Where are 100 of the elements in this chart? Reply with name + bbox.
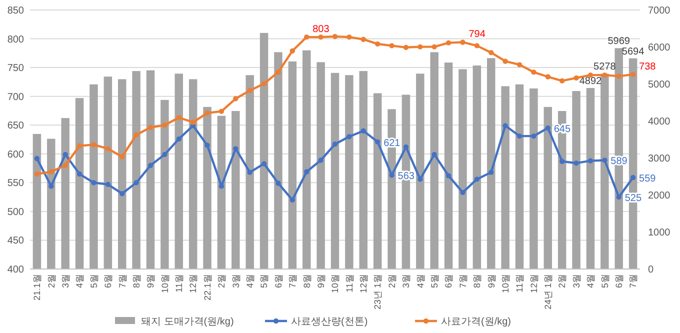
x-tick-label: 3월: [401, 274, 412, 288]
x-tick-label: 6월: [444, 274, 454, 288]
x-tick-label: 2월: [216, 274, 227, 288]
point: [531, 133, 536, 139]
x-tick-label: 8월: [131, 274, 142, 288]
bar: [232, 111, 240, 269]
point: [276, 180, 281, 186]
bar: [572, 91, 580, 269]
bar: [246, 75, 254, 269]
point: [432, 152, 437, 158]
x-tick-label: 12월: [358, 274, 369, 294]
point: [545, 74, 550, 80]
point: [76, 143, 82, 148]
point: [403, 44, 409, 50]
point: [190, 120, 196, 125]
point: [574, 75, 579, 81]
x-tick-label: 2월: [46, 274, 56, 288]
point: [290, 197, 296, 203]
x-tick-label: 12월: [188, 274, 198, 294]
point: [176, 136, 182, 142]
bar: [444, 62, 453, 269]
data-label: 794: [468, 29, 486, 40]
point: [105, 182, 111, 187]
y2-tick-label: 5000: [648, 80, 671, 90]
point: [630, 174, 636, 180]
bar: [458, 69, 467, 269]
point: [474, 43, 480, 48]
point: [304, 169, 310, 174]
bar: [104, 76, 112, 269]
y2-tick-label: 1000: [648, 228, 671, 238]
x-tick-label: 4월: [415, 274, 426, 288]
data-label: 645: [554, 124, 572, 135]
point: [588, 158, 594, 164]
point: [247, 88, 252, 94]
x-tick-label: 5월: [600, 274, 610, 288]
data-label: 525: [624, 193, 642, 204]
y2-tick-label: 6000: [648, 42, 671, 54]
y-tick-label: 650: [7, 120, 24, 132]
y-tick-label: 750: [7, 63, 24, 74]
x-tick-label: 22.1월: [202, 274, 212, 301]
x-tick-label: 3월: [571, 274, 582, 288]
x-tick-label: 10월: [160, 274, 170, 294]
x-tick-label: 2월: [386, 274, 397, 288]
point: [218, 184, 224, 189]
point: [488, 170, 494, 175]
bar: [132, 71, 140, 269]
x-tick-label: 7월: [458, 274, 468, 288]
point: [233, 146, 238, 152]
y2-tick-label: 3000: [648, 154, 671, 164]
point: [502, 58, 508, 64]
bar: [359, 71, 368, 269]
y-tick-label: 550: [7, 178, 24, 190]
y-tick-label: 800: [7, 34, 24, 46]
point: [389, 43, 394, 48]
y-tick-label: 850: [7, 6, 24, 16]
point: [446, 173, 452, 178]
bar: [174, 74, 183, 269]
point: [559, 158, 565, 164]
point: [502, 123, 508, 128]
bar: [373, 93, 382, 269]
bar: [530, 88, 538, 269]
data-label: 4892: [579, 76, 602, 87]
x-tick-label: 6월: [103, 274, 114, 288]
point: [488, 50, 494, 56]
point: [120, 154, 125, 160]
point: [403, 144, 409, 150]
bar: [188, 79, 198, 269]
x-tick-label: 5월: [430, 274, 440, 288]
x-tick-label: 2월: [557, 274, 568, 288]
y-tick-label: 500: [7, 206, 24, 218]
x-tick-label: 4월: [74, 274, 85, 288]
y-tick-label: 400: [7, 264, 24, 276]
y-tick-label: 600: [7, 149, 24, 160]
x-tick-label: 4월: [244, 274, 255, 288]
point: [162, 152, 168, 158]
x-tick-label: 10월: [500, 274, 510, 294]
x-tick-label: 7월: [117, 274, 128, 288]
bar: [90, 84, 98, 269]
point: [516, 62, 522, 68]
x-tick-label: 6월: [273, 274, 284, 288]
bar: [586, 88, 595, 269]
bar: [487, 58, 496, 269]
y2-tick-label: 7000: [648, 6, 671, 16]
point: [318, 34, 324, 40]
point: [531, 70, 536, 75]
point: [446, 40, 452, 46]
x-tick-label: 5월: [259, 274, 270, 288]
x-tick-label: 21.1월: [32, 274, 42, 301]
x-tick-label: 9월: [316, 274, 326, 288]
x-tick-label: 6월: [614, 274, 624, 288]
bar: [501, 86, 510, 269]
point: [148, 124, 154, 130]
point: [516, 133, 522, 139]
x-tick-label: 11월: [514, 274, 525, 292]
point: [204, 110, 210, 116]
bar: [160, 100, 169, 269]
point: [304, 34, 310, 40]
x-tick-label: 9월: [486, 274, 496, 288]
bar: [118, 79, 126, 269]
bar: [430, 52, 438, 269]
